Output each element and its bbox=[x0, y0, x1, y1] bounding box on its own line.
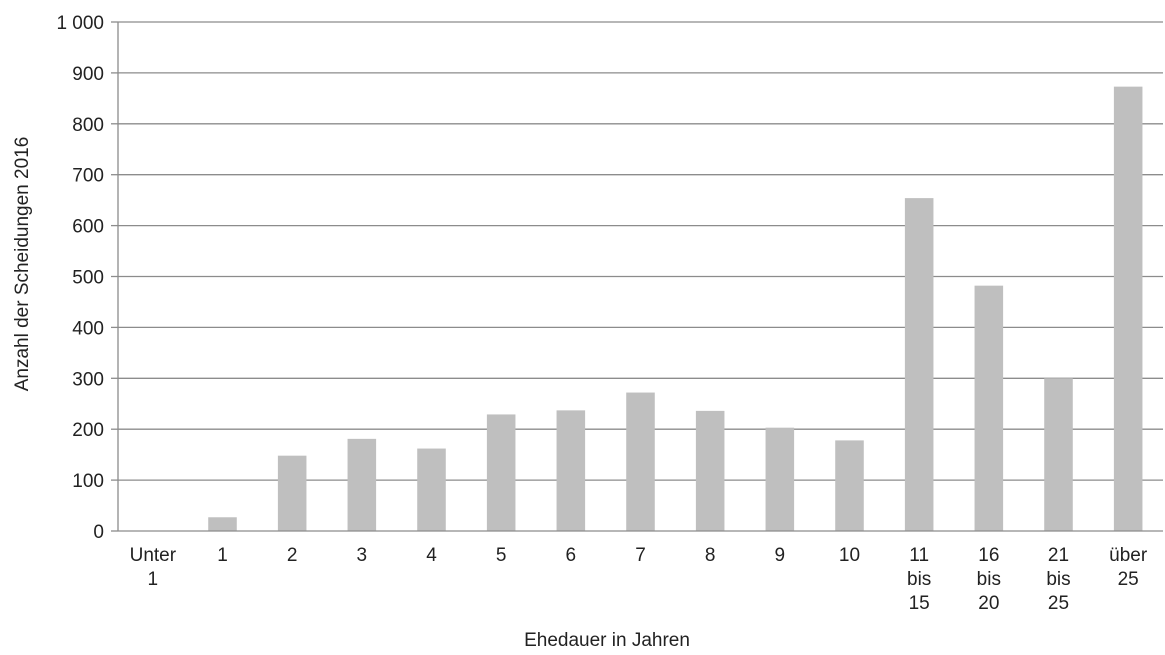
y-axis-label: Anzahl der Scheidungen 2016 bbox=[12, 137, 33, 392]
x-tick-label-line: 21 bbox=[1048, 545, 1069, 566]
y-tick-label: 800 bbox=[72, 115, 104, 136]
bar bbox=[277, 455, 307, 531]
x-tick-label-line: 1 bbox=[148, 569, 159, 590]
bar bbox=[974, 285, 1004, 531]
x-tick-label-line: 25 bbox=[1048, 593, 1069, 614]
y-tick-label: 1 000 bbox=[56, 13, 104, 34]
y-tick-label: 600 bbox=[72, 217, 104, 238]
x-tick-label-line: 8 bbox=[705, 545, 716, 566]
x-tick-label: 5 bbox=[496, 545, 507, 566]
y-tick-label: 300 bbox=[72, 369, 104, 390]
x-tick-label-line: 11 bbox=[909, 545, 929, 566]
y-tick-label: 0 bbox=[93, 522, 104, 543]
x-tick-label: 11 bis 15 bbox=[907, 545, 931, 614]
bar bbox=[208, 517, 237, 531]
y-tick-label: 500 bbox=[72, 268, 104, 289]
x-tick-label-line: bis bbox=[1046, 569, 1070, 590]
x-tick-label: 7 bbox=[635, 545, 646, 566]
x-tick-label-line: Unter bbox=[130, 545, 177, 566]
x-tick-label: 1 bbox=[217, 545, 228, 566]
bar bbox=[347, 438, 377, 531]
x-tick-label-line: 2 bbox=[287, 545, 298, 566]
bar bbox=[626, 392, 655, 531]
x-tick-label-line: 7 bbox=[635, 545, 646, 566]
y-tick-label: 200 bbox=[72, 420, 104, 441]
x-tick-label-line: 16 bbox=[978, 545, 999, 566]
x-tick-label-line: 3 bbox=[357, 545, 368, 566]
bar bbox=[835, 440, 864, 531]
bar bbox=[556, 410, 586, 531]
y-tick-label: 400 bbox=[72, 318, 104, 339]
x-tick-label-line: bis bbox=[907, 569, 931, 590]
y-tick-label: 100 bbox=[72, 471, 104, 492]
x-tick-label: Unter 1 bbox=[130, 545, 177, 590]
bar bbox=[765, 427, 795, 531]
x-tick-label: 8 bbox=[705, 545, 716, 566]
bar bbox=[1113, 86, 1143, 531]
x-tick-label-line: 4 bbox=[426, 545, 437, 566]
x-tick-label-line: 15 bbox=[909, 593, 930, 614]
x-tick-label: 4 bbox=[426, 545, 437, 566]
bar bbox=[1044, 378, 1073, 531]
x-tick-label-line: 10 bbox=[839, 545, 860, 566]
bar bbox=[417, 448, 446, 531]
gridlines bbox=[118, 21, 1163, 481]
bar bbox=[486, 414, 516, 531]
x-tick-label: über 25 bbox=[1109, 545, 1148, 590]
x-tick-label-line: 25 bbox=[1118, 569, 1139, 590]
x-tick-label-line: 9 bbox=[775, 545, 786, 566]
y-tick-label: 700 bbox=[72, 166, 104, 187]
x-tick-label: 10 bbox=[839, 545, 860, 566]
x-tick-label-line: 6 bbox=[566, 545, 577, 566]
x-tick-label: 3 bbox=[357, 545, 368, 566]
x-tick-label: 6 bbox=[566, 545, 577, 566]
bar bbox=[695, 410, 725, 531]
x-tick-label: 2 bbox=[287, 545, 298, 566]
y-tick-labels: 0 100 200 300 400 500 600 700 800 900 1 000 bbox=[56, 13, 104, 543]
bars bbox=[208, 86, 1143, 531]
bar bbox=[904, 198, 934, 531]
x-tick-label-line: 1 bbox=[217, 545, 228, 566]
x-tick-label-line: bis bbox=[977, 569, 1001, 590]
x-axis-label: Ehedauer in Jahren bbox=[524, 630, 690, 651]
x-tick-label-line: 20 bbox=[978, 593, 999, 614]
x-tick-label: 21 bis 25 bbox=[1046, 545, 1070, 614]
x-tick-label-line: über bbox=[1109, 545, 1148, 566]
x-tick-label-line: 5 bbox=[496, 545, 507, 566]
x-tick-label: 16 bis 20 bbox=[977, 545, 1001, 614]
x-tick-label: 9 bbox=[775, 545, 786, 566]
axes bbox=[111, 21, 1163, 532]
y-tick-label: 900 bbox=[72, 64, 104, 85]
